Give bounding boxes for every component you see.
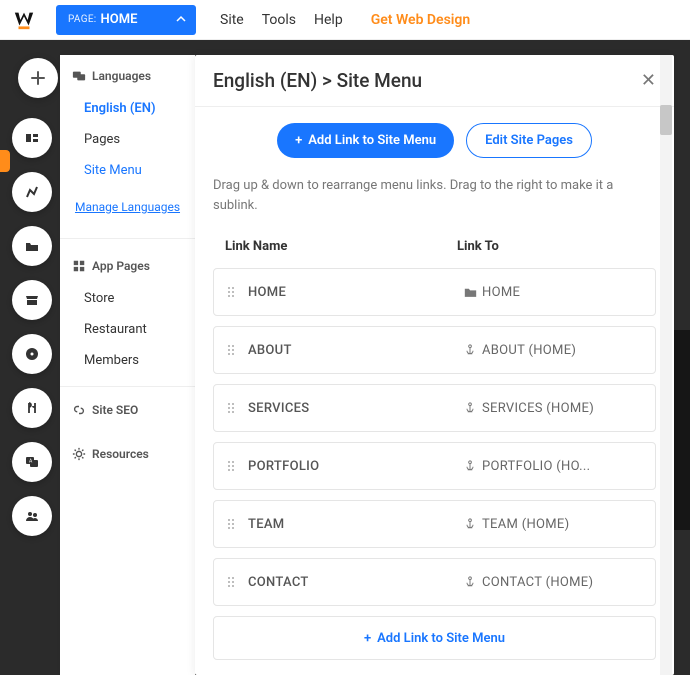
menu-row[interactable]: CONTACT CONTACT (HOME) <box>213 558 656 606</box>
anchor-icon <box>458 344 482 356</box>
modal-title: English (EN) > Site Menu <box>213 69 422 92</box>
anchor-icon <box>458 576 482 588</box>
app-page-store[interactable]: Store <box>60 283 195 314</box>
add-link-button-label: Add Link to Site Menu <box>308 133 436 148</box>
add-link-row[interactable]: + Add Link to Site Menu <box>213 616 656 660</box>
drag-handle-icon[interactable] <box>214 460 248 472</box>
anchor-icon <box>458 518 482 530</box>
page-dropdown-label: PAGE: <box>68 14 97 25</box>
nav-site-menu[interactable]: Site Menu <box>60 155 195 186</box>
col-link-to: Link To <box>457 239 644 254</box>
menu-row[interactable]: TEAM TEAM (HOME) <box>213 500 656 548</box>
col-link-name: Link Name <box>225 239 457 254</box>
app-page-members[interactable]: Members <box>60 345 195 376</box>
right-dark-strip <box>674 330 690 530</box>
site-menu-modal: English (EN) > Site Menu ✕ + Add Link to… <box>195 55 674 675</box>
link-to: HOME <box>482 285 655 300</box>
manage-languages-link[interactable]: Manage Languages <box>60 186 195 228</box>
menu-row[interactable]: SERVICES SERVICES (HOME) <box>213 384 656 432</box>
drag-handle-icon[interactable] <box>214 518 248 530</box>
rail-chat-icon[interactable] <box>12 334 52 374</box>
get-web-design-link[interactable]: Get Web Design <box>371 12 471 28</box>
link-to: TEAM (HOME) <box>482 517 655 532</box>
link-name: ABOUT <box>248 343 458 358</box>
hint-text: Drag up & down to rearrange menu links. … <box>213 176 656 215</box>
nav-pages[interactable]: Pages <box>60 124 195 155</box>
rail-store-icon[interactable] <box>12 280 52 320</box>
top-bar: PAGE: HOME Site Tools Help Get Web Desig… <box>0 0 690 40</box>
language-english[interactable]: English (EN) <box>60 93 195 124</box>
rail-design-icon[interactable] <box>12 172 52 212</box>
rail-translate-icon[interactable]: A <box>12 442 52 482</box>
link-name: CONTACT <box>248 575 458 590</box>
link-to: PORTFOLIO (HO... <box>482 459 655 474</box>
rail-restaurant-icon[interactable] <box>12 388 52 428</box>
edit-site-pages-button[interactable]: Edit Site Pages <box>466 123 592 158</box>
add-link-button[interactable]: + Add Link to Site Menu <box>277 123 454 158</box>
add-link-row-label: Add Link to Site Menu <box>377 631 505 646</box>
add-button[interactable] <box>18 58 58 98</box>
drag-handle-icon[interactable] <box>214 576 248 588</box>
link-name: SERVICES <box>248 401 458 416</box>
app-pages-header: App Pages <box>60 245 195 283</box>
link-to: CONTACT (HOME) <box>482 575 655 590</box>
menu-rows: HOMEHOMEABOUTABOUT (HOME)SERVICESSERVICE… <box>213 268 656 606</box>
close-icon[interactable]: ✕ <box>641 70 656 91</box>
plus-icon: + <box>295 133 302 148</box>
table-header: Link Name Link To <box>213 233 656 268</box>
app-logo <box>0 0 48 40</box>
resources-label: Resources <box>92 447 149 461</box>
left-panel: Languages English (EN) Pages Site Menu M… <box>60 55 195 675</box>
gear-icon <box>72 447 86 461</box>
button-row: + Add Link to Site Menu Edit Site Pages <box>213 123 656 158</box>
menu-site[interactable]: Site <box>220 12 244 28</box>
link-name: TEAM <box>248 517 458 532</box>
rail-icons: A <box>12 118 52 536</box>
link-icon <box>72 403 86 417</box>
languages-icon <box>72 69 86 83</box>
top-menu: Site Tools Help <box>220 12 343 28</box>
anchor-icon <box>458 402 482 414</box>
menu-row[interactable]: PORTFOLIO PORTFOLIO (HO... <box>213 442 656 490</box>
drag-handle-icon[interactable] <box>214 402 248 414</box>
site-seo-label: Site SEO <box>92 403 138 417</box>
app-pages-header-label: App Pages <box>92 259 150 273</box>
modal-header: English (EN) > Site Menu ✕ <box>195 55 674 107</box>
rail-pages-icon[interactable] <box>12 118 52 158</box>
link-to: SERVICES (HOME) <box>482 401 655 416</box>
drag-handle-icon[interactable] <box>214 344 248 356</box>
modal-body: + Add Link to Site Menu Edit Site Pages … <box>195 107 674 673</box>
plus-icon: + <box>364 631 371 646</box>
rail-members-icon[interactable] <box>12 496 52 536</box>
link-name: PORTFOLIO <box>248 459 458 474</box>
app-page-restaurant[interactable]: Restaurant <box>60 314 195 345</box>
menu-tools[interactable]: Tools <box>262 12 296 28</box>
resources-row[interactable]: Resources <box>60 437 195 471</box>
grid-icon <box>72 259 86 273</box>
side-tab[interactable] <box>0 150 10 172</box>
link-to: ABOUT (HOME) <box>482 343 655 358</box>
page-dropdown-value: HOME <box>101 12 138 27</box>
menu-row[interactable]: HOME HOME <box>213 268 656 316</box>
drag-handle-icon[interactable] <box>214 286 248 298</box>
anchor-icon <box>458 460 482 472</box>
languages-header-label: Languages <box>92 69 151 83</box>
rail-folder-icon[interactable] <box>12 226 52 266</box>
languages-header: Languages <box>60 55 195 93</box>
page-dropdown[interactable]: PAGE: HOME <box>56 5 196 35</box>
menu-help[interactable]: Help <box>314 12 343 28</box>
menu-row[interactable]: ABOUT ABOUT (HOME) <box>213 326 656 374</box>
page-icon <box>458 286 482 298</box>
link-name: HOME <box>248 285 458 300</box>
chevron-up-icon <box>176 13 186 27</box>
site-seo-row[interactable]: Site SEO <box>60 393 195 427</box>
